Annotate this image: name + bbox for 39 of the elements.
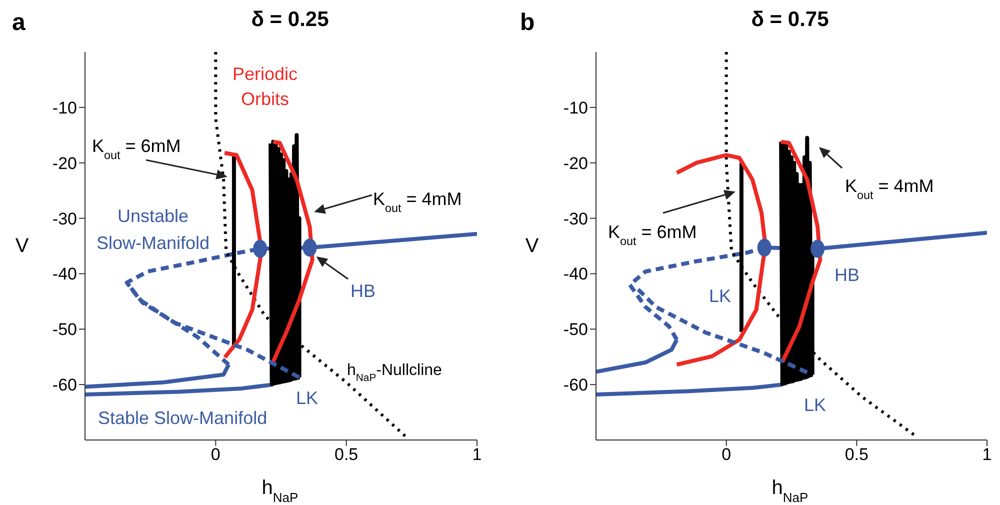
x-tick-label: 1 bbox=[472, 445, 482, 464]
y-axis-title: V bbox=[15, 235, 30, 257]
y-tick-label: -30 bbox=[52, 209, 77, 228]
annotation: LK bbox=[296, 388, 318, 408]
chart-title: δ = 0.75 bbox=[751, 8, 830, 31]
y-tick-label: -30 bbox=[563, 209, 588, 228]
annotation: LK bbox=[708, 286, 732, 306]
annotation: K$_{out}$ = 6mM bbox=[608, 222, 697, 248]
annotation: K$_{out}$ = 4mM bbox=[845, 176, 934, 202]
annotation: K$_{out}$ = 4mM bbox=[373, 189, 462, 214]
y-tick-label: -40 bbox=[52, 264, 77, 284]
y-tick-label: -60 bbox=[52, 376, 77, 395]
y-tick-label: -50 bbox=[52, 320, 77, 340]
annotation: LK bbox=[804, 395, 826, 415]
x-tick-label: 0 bbox=[210, 445, 220, 464]
y-tick-label: -60 bbox=[563, 376, 588, 395]
annotation: K$_{out}$ = 6mM bbox=[92, 136, 181, 162]
y-tick-label: -20 bbox=[563, 154, 588, 173]
annotation: HB bbox=[834, 265, 860, 285]
x-axis-title: h$_{NaP}$ bbox=[262, 477, 298, 504]
x-tick-label: 0.5 bbox=[844, 445, 868, 464]
annotation: Unstable Slow-Manifold bbox=[96, 206, 210, 253]
annotation: h$_{NaP}$-Nullcline bbox=[347, 362, 442, 384]
annotation: HB bbox=[350, 281, 376, 301]
y-axis-title: V bbox=[525, 235, 540, 257]
y-tick-label: -10 bbox=[52, 98, 77, 118]
y-tick-label: -10 bbox=[563, 98, 588, 118]
x-tick-label: 0.5 bbox=[334, 445, 358, 464]
annotation: Stable Slow-Manifold bbox=[98, 408, 268, 428]
y-tick-label: -20 bbox=[52, 154, 77, 173]
annotation: Periodic Orbits bbox=[232, 64, 298, 109]
text: b bbox=[520, 9, 535, 36]
chart-title: δ = 0.25 bbox=[251, 8, 330, 31]
x-tick-label: 0 bbox=[722, 445, 732, 464]
y-tick-label: -40 bbox=[563, 264, 588, 284]
y-tick-label: -50 bbox=[563, 320, 588, 340]
x-tick-label: 1 bbox=[982, 445, 992, 464]
x-axis-title: h$_{NaP}$ bbox=[772, 477, 808, 504]
text: a bbox=[12, 9, 26, 36]
